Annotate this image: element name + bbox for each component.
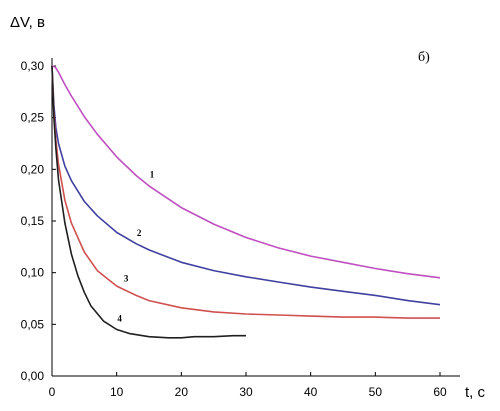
series-line-3 bbox=[51, 65, 440, 319]
x-tick-label: 50 bbox=[369, 385, 383, 399]
series-line-1 bbox=[51, 65, 441, 279]
axes bbox=[51, 58, 460, 377]
y-ticks: 0,00 0,05 0,10 0,15 0,20 0,25 0,30 bbox=[21, 59, 56, 383]
series-labels: 1 2 3 4 bbox=[117, 169, 154, 323]
series-label-3: 3 bbox=[124, 274, 129, 284]
series-label-2: 2 bbox=[137, 228, 142, 238]
series-lines bbox=[51, 65, 441, 339]
y-tick-label: 0,10 bbox=[21, 266, 45, 280]
x-axis-title: t, c bbox=[465, 384, 486, 401]
series-line-4 bbox=[51, 65, 246, 339]
x-ticks: 0 10 20 30 40 50 60 bbox=[49, 372, 447, 399]
y-tick-label: 0,30 bbox=[21, 59, 45, 73]
y-tick-label: 0,15 bbox=[21, 214, 45, 228]
x-tick-label: 0 bbox=[49, 385, 56, 399]
x-tick-label: 20 bbox=[175, 385, 189, 399]
x-tick-label: 30 bbox=[239, 385, 253, 399]
series-label-4: 4 bbox=[117, 313, 122, 323]
y-tick-label: 0,20 bbox=[21, 162, 45, 176]
panel-label: б) bbox=[418, 50, 430, 65]
x-tick-label: 60 bbox=[433, 385, 447, 399]
y-tick-label: 0,25 bbox=[21, 111, 45, 125]
series-line-2 bbox=[51, 65, 441, 306]
y-axis-title: ΔV, в bbox=[10, 14, 45, 31]
y-tick-label: 0,00 bbox=[21, 369, 45, 383]
y-tick-label: 0,05 bbox=[21, 317, 45, 331]
x-tick-label: 40 bbox=[304, 385, 318, 399]
x-tick-label: 10 bbox=[110, 385, 124, 399]
series-label-1: 1 bbox=[150, 169, 155, 179]
